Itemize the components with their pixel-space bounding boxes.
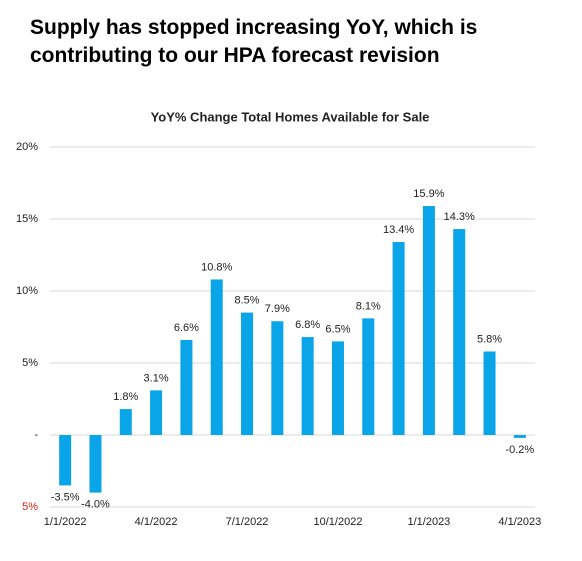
data-label: 15.9% <box>413 188 444 200</box>
data-label: 6.8% <box>295 319 320 331</box>
bar <box>301 337 314 435</box>
data-label: -0.2% <box>505 444 534 456</box>
data-label: 13.4% <box>383 224 414 236</box>
bar <box>483 351 496 435</box>
data-label: 1.8% <box>113 391 138 403</box>
bar <box>422 206 435 435</box>
chart-title: YoY% Change Total Homes Available for Sa… <box>151 109 430 124</box>
bar <box>513 435 526 438</box>
x-tick-label: 7/1/2022 <box>226 516 269 528</box>
bar <box>271 321 284 435</box>
x-tick-label: 1/1/2022 <box>44 516 87 528</box>
bar <box>210 279 223 435</box>
x-tick-label: 1/1/2023 <box>407 516 450 528</box>
y-tick-label: - <box>34 429 38 441</box>
data-label: -3.5% <box>51 491 80 503</box>
bar <box>241 312 254 435</box>
x-tick-label: 4/1/2023 <box>498 516 541 528</box>
data-label: 3.1% <box>144 372 169 384</box>
bar <box>59 435 72 486</box>
data-label: 14.3% <box>444 211 475 223</box>
x-tick-label: 10/1/2022 <box>314 516 363 528</box>
page-title: Supply has stopped increasing YoY, which… <box>30 16 478 67</box>
bar <box>362 318 375 435</box>
data-label: 6.6% <box>174 322 199 334</box>
data-label: -4.0% <box>81 499 110 511</box>
x-tick-label: 4/1/2022 <box>135 516 178 528</box>
bar <box>89 435 102 493</box>
y-tick-label: 20% <box>16 141 38 153</box>
y-tick-label: 5% <box>22 357 38 369</box>
data-label: 5.8% <box>477 333 502 345</box>
bar <box>150 390 163 435</box>
bar <box>392 242 405 435</box>
data-label: 6.5% <box>325 323 350 335</box>
data-label: 8.5% <box>234 295 259 307</box>
y-tick-label: 15% <box>16 213 38 225</box>
bar <box>180 339 193 435</box>
bar <box>453 229 466 435</box>
y-tick-label: 10% <box>16 285 38 297</box>
bar <box>331 341 344 435</box>
data-label: 10.8% <box>201 261 232 273</box>
data-label: 8.1% <box>356 300 381 312</box>
bar <box>119 409 132 435</box>
data-label: 7.9% <box>265 303 290 315</box>
y-tick-label: 5% <box>22 501 38 513</box>
